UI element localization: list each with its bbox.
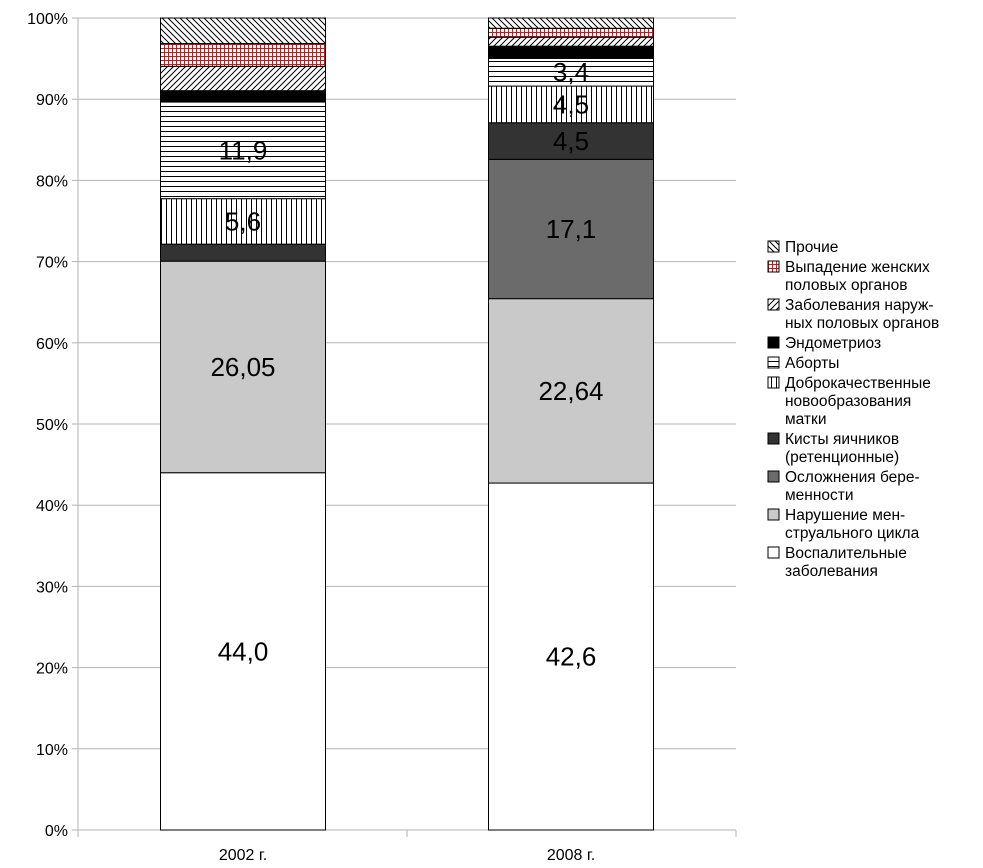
bar-segment (488, 57, 654, 87)
legend-label: (ретенционные) (785, 449, 899, 466)
legend-label: Заболевания наруж- (785, 297, 933, 314)
bar-segment (488, 17, 654, 29)
legend-label: Прочие (785, 239, 838, 256)
legend-swatch (767, 336, 780, 349)
data-label: 5,6 (225, 206, 261, 236)
axes: 0% 10% 20% 30% 40% 50% 60% 70% 80% 90% 100% 2002 г.… (27, 11, 737, 864)
legend-label: заболевания (785, 563, 878, 580)
legend-label: Нарушение мен- (785, 507, 905, 524)
legend-label: менности (785, 487, 854, 504)
legend-swatch (767, 546, 780, 559)
data-label: 11,9 (219, 135, 268, 165)
data-label: 22,64 (538, 376, 603, 406)
legend-swatch (767, 260, 780, 273)
bar-segment (160, 90, 326, 103)
x-category-label: 2002 г. (219, 847, 267, 864)
legend-swatch (767, 298, 780, 311)
bar-segment (160, 65, 326, 92)
legend-swatch (767, 356, 780, 369)
legend-swatch (767, 432, 780, 445)
bar-segment (488, 482, 654, 831)
y-tick-label: 10% (36, 742, 68, 759)
bar-segment (488, 27, 654, 38)
bar-segment (160, 260, 326, 474)
legend-label: Осложнения бере- (785, 469, 920, 486)
data-label: 26,05 (210, 352, 275, 382)
legend-label: Кисты яичников (785, 431, 899, 448)
legend-swatch (767, 240, 780, 253)
y-tick-label: 80% (36, 173, 68, 190)
data-label: 3,4 (553, 57, 589, 87)
bar-segment (160, 243, 326, 262)
legend-label: ных половых органов (785, 315, 939, 332)
bar-segment (488, 298, 654, 484)
y-tick-label: 70% (36, 255, 68, 272)
data-label: 4,5 (553, 126, 589, 156)
y-tick-label: 100% (27, 11, 68, 28)
bar-segment (160, 17, 326, 45)
y-tick-label: 20% (36, 661, 68, 678)
legend-label: Выпадение женских (785, 259, 930, 276)
y-tick-label: 60% (36, 336, 68, 353)
legend-label: матки (785, 411, 826, 428)
legend-swatch (767, 470, 780, 483)
data-label: 17,1 (546, 214, 597, 244)
y-tick-label: 0% (45, 823, 68, 840)
legend-label: струального цикла (785, 525, 920, 542)
legend-swatch (767, 508, 780, 521)
y-tick-label: 40% (36, 498, 68, 515)
data-label: 4,5 (553, 89, 589, 119)
bar-segment (488, 85, 654, 124)
data-label: 44,0 (218, 636, 269, 666)
x-category-label: 2008 г. (547, 847, 595, 864)
y-tick-label: 90% (36, 92, 68, 109)
y-tick-label: 50% (36, 417, 68, 434)
legend-swatch (767, 376, 780, 389)
bar-segment (160, 472, 326, 831)
legend-label: половых органов (785, 277, 908, 294)
y-tick-label: 30% (36, 579, 68, 596)
legend-label: Доброкачественные (785, 375, 931, 392)
bar-segment (488, 122, 654, 160)
bar-segment (488, 36, 654, 47)
bar-segment (160, 101, 326, 200)
bar-segment (160, 43, 326, 67)
legend-label: новообразования (785, 393, 911, 410)
data-label: 42,6 (546, 642, 597, 672)
bars (160, 17, 654, 831)
legend-label: Аборты (785, 355, 839, 372)
legend-label: Эндометриоз (785, 335, 881, 352)
legend-label: Воспалительные (785, 545, 907, 562)
